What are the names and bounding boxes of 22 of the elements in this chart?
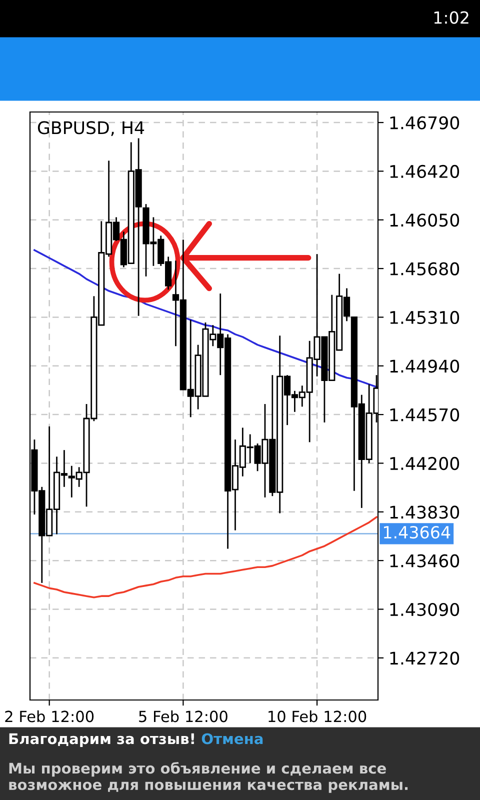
y-tick-label: 1.44570 [390,408,460,422]
y-tick-label: 1.43090 [390,602,460,616]
text: Благодарим за отзыв! [9,733,194,748]
y-tick-label: 1.46790 [390,116,460,130]
x-tick-label: 2 Feb 12:00 [5,710,94,722]
y-tick-label: 1.43830 [390,506,460,519]
chart-title: GBPUSD, H4 [38,121,144,136]
text: Отмена [202,733,263,744]
y-tick-label: 1.46050 [390,214,460,227]
y-tick-label: 1.43460 [390,554,460,568]
text: Мы проверим это объявление и сделаем все возможное для повышения качества рекламы. [9,762,408,793]
text: 1:02 [434,11,468,24]
ref-line-label: 1.43664 [384,526,450,539]
y-tick-label: 1.44200 [390,456,460,470]
x-tick-label: 10 Feb 12:00 [268,710,366,722]
x-tick-label: 5 Feb 12:00 [139,710,228,722]
y-tick-label: 1.45680 [390,262,460,276]
y-tick-label: 1.44940 [390,360,460,373]
y-tick-label: 1.46420 [390,164,460,178]
y-tick-label: 1.45310 [390,310,460,324]
line-series [34,516,378,598]
y-tick-label: 1.42720 [390,652,460,665]
